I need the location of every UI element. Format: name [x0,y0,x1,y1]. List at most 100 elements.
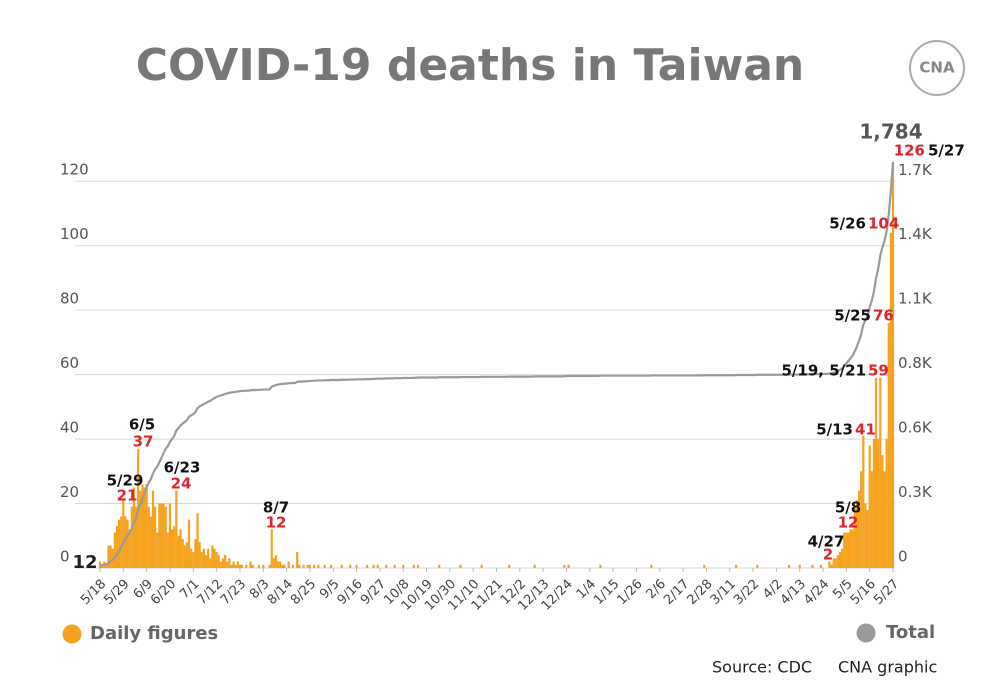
value-label: 21 [117,487,138,505]
credit: CNA graphic [838,658,937,677]
bar [872,439,876,568]
bar [124,516,127,568]
bar [204,555,208,568]
bar [508,564,511,568]
bar [317,564,320,568]
y-tick-label: 0 [60,548,70,566]
value-label: 76 [873,307,894,325]
bar [330,564,333,568]
bar [268,564,271,568]
bar [308,564,312,568]
bar [134,506,138,568]
bar [287,561,290,568]
bar [788,564,791,568]
bar [122,500,125,568]
value-label: 126 [894,142,925,160]
bar [151,490,155,568]
y-tick-label: 60 [60,354,79,372]
bar [105,564,108,568]
y-tick-label: 40 [60,419,79,437]
bar [185,542,189,568]
bar [281,564,284,568]
bar [217,555,220,568]
y-tick-label: 100 [60,225,89,243]
bar [130,506,133,568]
bar [175,490,178,568]
bar [154,506,157,568]
bar [838,551,842,568]
bar [183,545,186,568]
bar [200,551,203,568]
value-label: 37 [133,433,154,451]
value-label: 12 [266,514,287,532]
legend-label: Total [886,622,935,643]
logo [909,40,965,96]
bar [372,564,375,568]
bar [874,377,878,568]
bar [187,519,191,568]
bar [563,564,566,568]
bar [192,551,195,568]
annotation-date: 6/5 [129,416,155,434]
bar [257,564,261,568]
bar [126,519,129,568]
bar [164,506,167,568]
bar [376,564,379,568]
bar [209,558,212,568]
bar [296,551,299,568]
bar [533,564,536,568]
bar [819,564,823,568]
bar [181,538,184,568]
source: Source: CDC [712,658,812,677]
bar [223,555,227,568]
value-label: 2 [823,546,833,564]
bar [107,545,110,568]
bar [207,548,210,568]
total-line [99,161,895,567]
bar [251,564,254,568]
bar [849,529,852,568]
legend-label: Daily figures [90,623,218,644]
bar [143,487,146,568]
bar [236,561,239,568]
y-tick-label: 80 [60,290,79,308]
bar [340,564,343,568]
value-label: 59 [868,362,889,380]
bar [650,564,653,568]
bar [230,564,233,568]
bar [279,561,282,568]
bar [834,558,837,568]
bar [843,532,846,568]
start-total-label: 12 [72,552,97,573]
end-total-label: 1,784 [859,120,922,144]
bar [385,564,388,568]
bar [567,564,570,568]
bar [836,555,839,568]
bar [599,564,602,568]
y2-tick-label: 0 [898,548,908,566]
bar [881,455,884,568]
bar [798,564,801,568]
bar [221,558,225,568]
bar [234,564,237,568]
bar [274,555,278,568]
logo-text: CNA [919,59,955,77]
y2-tick-label: 1.7K [898,161,933,179]
bar [879,377,882,568]
y2-tick-label: 1.4K [898,225,933,243]
bar [393,564,396,568]
y2-tick-label: 0.3K [898,483,933,501]
value-label: 104 [868,215,899,233]
annotation-date: 6/23 [164,459,201,477]
bar [147,506,150,568]
bar [113,532,116,568]
bar [860,471,863,568]
annotation-date: 5/13 [816,421,853,439]
bar [166,532,169,568]
bar [139,490,142,568]
bar [145,484,148,568]
bar [177,535,180,568]
bar [228,558,231,568]
value-label: 12 [838,514,859,532]
